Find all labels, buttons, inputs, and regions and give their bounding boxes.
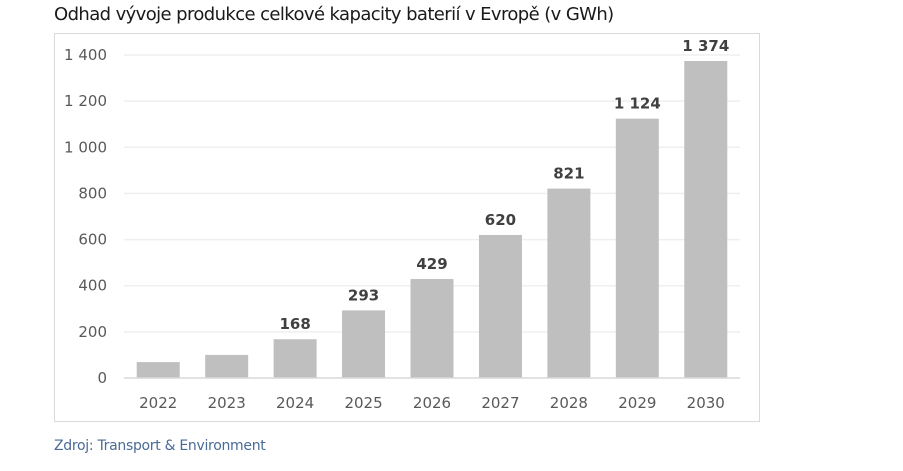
y-tick-label: 1 000: [64, 138, 107, 156]
bar-2026: [410, 279, 454, 378]
x-tick-label: 2026: [413, 394, 451, 412]
data-label: 429: [416, 255, 447, 273]
bar-2027: [478, 234, 522, 378]
data-label: 821: [553, 165, 584, 183]
x-tick-label: 2024: [276, 394, 314, 412]
bar-2025: [342, 310, 386, 378]
data-label: 1 374: [682, 37, 729, 55]
bar-2028: [547, 188, 591, 378]
y-tick-label: 1 200: [64, 92, 107, 110]
data-label: 620: [485, 211, 516, 229]
bar-2023: [205, 354, 249, 378]
bar-2024: [273, 339, 317, 378]
x-tick-label: 2023: [208, 394, 246, 412]
y-tick-label: 0: [97, 369, 107, 387]
data-label: 293: [348, 286, 379, 304]
y-tick-label: 1 400: [64, 46, 107, 64]
y-tick-label: 600: [78, 231, 107, 249]
x-tick-label: 2022: [139, 394, 177, 412]
bar-2029: [615, 118, 659, 379]
data-label: 168: [279, 315, 310, 333]
x-tick-label: 2029: [618, 394, 656, 412]
x-tick-label: 2025: [344, 394, 382, 412]
data-label: 1 124: [614, 95, 661, 113]
y-tick-label: 200: [78, 323, 107, 341]
x-tick-label: 2030: [687, 394, 725, 412]
x-tick-label: 2027: [481, 394, 519, 412]
bar-2022: [136, 362, 180, 378]
bar-2030: [684, 60, 728, 379]
source-note: Zdroj: Transport & Environment: [54, 438, 266, 454]
chart-frame: [54, 33, 760, 422]
y-tick-label: 800: [78, 184, 107, 202]
y-tick-label: 400: [78, 277, 107, 295]
x-tick-label: 2028: [550, 394, 588, 412]
chart-title: Odhad vývoje produkce celkové kapacity b…: [54, 4, 614, 25]
